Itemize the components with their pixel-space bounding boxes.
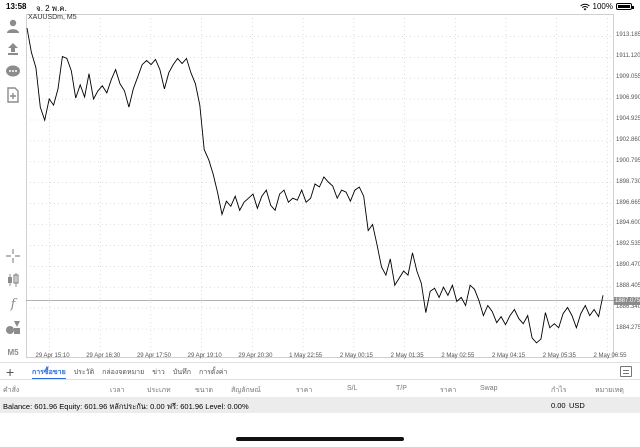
column-price-current: ราคา: [440, 387, 457, 394]
column-type: ประเภท: [147, 387, 171, 394]
time-tick-label: 29 Apr 19:10: [187, 353, 222, 359]
candlestick-icon[interactable]: [5, 272, 21, 288]
price-tick-label: 1888.405: [616, 283, 640, 290]
column-swap: Swap: [480, 385, 498, 392]
column-price: ราคา: [296, 387, 313, 394]
upload-icon[interactable]: [5, 41, 21, 57]
time-tick-label: 1 May 22:55: [289, 353, 323, 359]
balance-row: Balance: 601.96 Equity: 601.96 หลักประกั…: [0, 397, 640, 413]
column-time: เวลา: [110, 387, 125, 394]
column-tp: T/P: [396, 385, 407, 392]
price-tick-label: 1911.120: [616, 53, 640, 60]
column-sl: S/L: [347, 385, 358, 392]
price-tick-label: 1892.535: [616, 241, 640, 248]
timeframe-button[interactable]: M5: [7, 347, 19, 357]
price-tick-label: 1884.275: [616, 324, 640, 331]
function-icon[interactable]: f: [10, 296, 16, 312]
panel-layout-icon[interactable]: [620, 366, 632, 377]
price-axis: 1913.185 1911.120 1909.055 1906.990 1904.925…: [614, 14, 640, 358]
shapes-icon[interactable]: [5, 319, 21, 335]
wifi-icon: [579, 3, 590, 10]
price-tick-label: 1909.055: [616, 74, 640, 81]
column-comment: หมายเหตุ: [595, 387, 624, 394]
terminal-tab-bar: + การซื้อขาย ประวัติ กล่องจดหมาย ข่าว บั…: [0, 362, 640, 380]
price-tick-label: 1906.990: [616, 95, 640, 102]
tab-news[interactable]: ข่าว: [152, 369, 165, 376]
left-toolbar: f M5: [0, 14, 26, 362]
chat-icon[interactable]: [5, 64, 21, 80]
price-tick-label: 1896.665: [616, 199, 640, 206]
time-tick-label: 2 May 02:55: [441, 353, 475, 359]
price-tick-label: 1894.600: [616, 220, 640, 227]
profit-total: 0.00: [551, 401, 566, 410]
time-tick-label: 2 May 04:15: [492, 353, 526, 359]
tab-journal[interactable]: บันทึก: [172, 369, 191, 376]
price-tick-label: 1890.470: [616, 262, 640, 269]
balance-summary: Balance: 601.96 Equity: 601.96 หลักประกั…: [3, 402, 249, 411]
price-tick-label: 1904.925: [616, 115, 640, 122]
chart-frame[interactable]: [26, 14, 614, 358]
chart-symbol: XAUUSDm, M5: [28, 14, 77, 21]
column-volume: ขนาด: [195, 387, 214, 394]
battery-percent: 100%: [592, 2, 613, 11]
time-tick-label: 2 May 01:35: [390, 353, 424, 359]
orders-table-header: คำสั่ง เวลา ประเภท ขนาด สัญลักษณ์ ราคา S…: [0, 381, 640, 397]
tab-history[interactable]: ประวัติ: [73, 369, 95, 376]
status-date: จ. 2 พ.ค.: [36, 4, 67, 13]
price-tick-label: 1913.185: [616, 32, 640, 39]
person-icon[interactable]: [5, 18, 21, 34]
price-series-line: [26, 28, 604, 344]
tab-settings[interactable]: การตั้งค่า: [198, 369, 228, 376]
tab-mailbox[interactable]: กล่องจดหมาย: [102, 369, 145, 376]
time-tick-label: 2 May 06:55: [593, 353, 627, 359]
status-right: 100%: [579, 2, 634, 11]
terminal-tabs: การซื้อขาย ประวัติ กล่องจดหมาย ข่าว บันท…: [32, 367, 227, 379]
time-tick-label: 29 Apr 20:30: [238, 353, 273, 359]
battery-icon: [616, 3, 634, 10]
time-tick-label: 29 Apr 15:10: [35, 353, 70, 359]
document-add-icon[interactable]: [5, 87, 21, 103]
current-price-marker: 1887.075: [614, 296, 640, 305]
price-tick-label: 1898.730: [616, 178, 640, 185]
status-bar: 13:58 จ. 2 พ.ค. 100%: [0, 0, 640, 14]
status-time: 13:58: [6, 2, 27, 11]
price-tick-label: 1902.860: [616, 136, 640, 143]
currency-label: USD: [569, 401, 585, 410]
column-order: คำสั่ง: [3, 387, 20, 394]
time-tick-label: 29 Apr 16:30: [86, 353, 121, 359]
price-tick-label: 1900.795: [616, 157, 640, 164]
column-profit: กำไร: [551, 387, 567, 394]
time-tick-label: 29 Apr 17:50: [136, 353, 171, 359]
column-symbol: สัญลักษณ์: [231, 387, 261, 394]
add-order-button[interactable]: +: [6, 364, 15, 380]
crosshair-icon[interactable]: [5, 248, 21, 264]
tab-trade[interactable]: การซื้อขาย: [32, 367, 66, 379]
price-chart[interactable]: [26, 14, 614, 358]
home-indicator[interactable]: [236, 437, 404, 441]
time-tick-label: 2 May 00:15: [339, 353, 373, 359]
time-tick-label: 2 May 05:35: [542, 353, 576, 359]
price-tick-label: 1886.340: [616, 304, 640, 311]
